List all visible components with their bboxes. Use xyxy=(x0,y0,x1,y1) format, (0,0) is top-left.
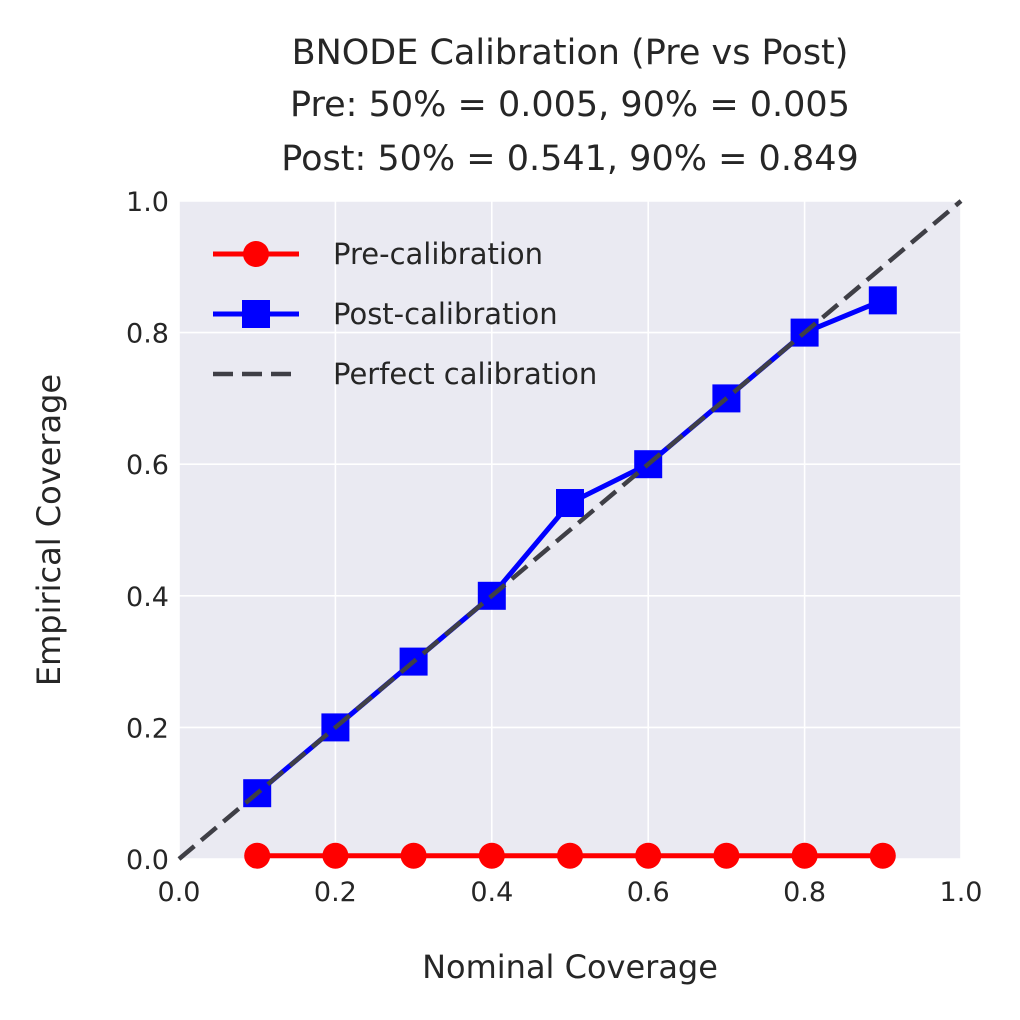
post-calibration-point xyxy=(868,286,897,315)
y-tick-label: 0.4 xyxy=(126,582,169,613)
legend: Pre-calibration Post-calibration Perfect c… xyxy=(213,237,597,391)
grid-lines xyxy=(178,200,962,860)
y-tick-labels: 0.0 0.2 0.4 0.6 0.8 1.0 xyxy=(126,187,169,876)
y-tick-label: 0.2 xyxy=(126,713,169,744)
x-axis-label: Nominal Coverage xyxy=(422,948,718,986)
x-tick-label: 0.8 xyxy=(783,877,826,908)
x-tick-labels: 0.0 0.2 0.4 0.6 0.8 1.0 xyxy=(158,877,983,908)
pre-calibration-point xyxy=(244,842,271,869)
series-layer xyxy=(177,199,963,869)
x-tick-label: 0.6 xyxy=(627,877,670,908)
y-axis-label: Empirical Coverage xyxy=(30,374,68,686)
pre-calibration-point xyxy=(869,842,896,869)
pre-calibration-point xyxy=(635,842,662,869)
y-tick-label: 0.8 xyxy=(126,319,169,350)
chart-title-line-2: Pre: 50% = 0.005, 90% = 0.005 xyxy=(290,85,850,125)
legend-label-perfect-calibration: Perfect calibration xyxy=(333,357,597,391)
chart-title-line-3: Post: 50% = 0.541, 90% = 0.849 xyxy=(281,139,859,179)
x-tick-label: 0.0 xyxy=(158,877,201,908)
legend-marker-pre-calibration xyxy=(243,241,269,267)
pre-calibration-point xyxy=(791,842,818,869)
pre-calibration-point xyxy=(400,842,427,869)
y-tick-label: 0.0 xyxy=(126,845,169,876)
pre-calibration-point xyxy=(557,842,583,869)
legend-marker-post-calibration xyxy=(242,300,270,328)
pre-calibration-point xyxy=(322,842,349,869)
y-tick-label: 0.6 xyxy=(126,450,169,481)
x-tick-label: 1.0 xyxy=(940,877,983,908)
legend-label-post-calibration: Post-calibration xyxy=(333,297,558,331)
chart-title-line-1: BNODE Calibration (Pre vs Post) xyxy=(292,33,849,73)
x-tick-label: 0.4 xyxy=(470,877,513,908)
x-tick-label: 0.2 xyxy=(314,877,357,908)
y-tick-label: 1.0 xyxy=(126,187,169,218)
legend-label-pre-calibration: Pre-calibration xyxy=(333,237,543,271)
pre-calibration-point xyxy=(713,842,740,869)
pre-calibration-point xyxy=(478,842,505,869)
perfect-calibration-line xyxy=(177,199,963,861)
post-calibration-point xyxy=(556,489,584,518)
